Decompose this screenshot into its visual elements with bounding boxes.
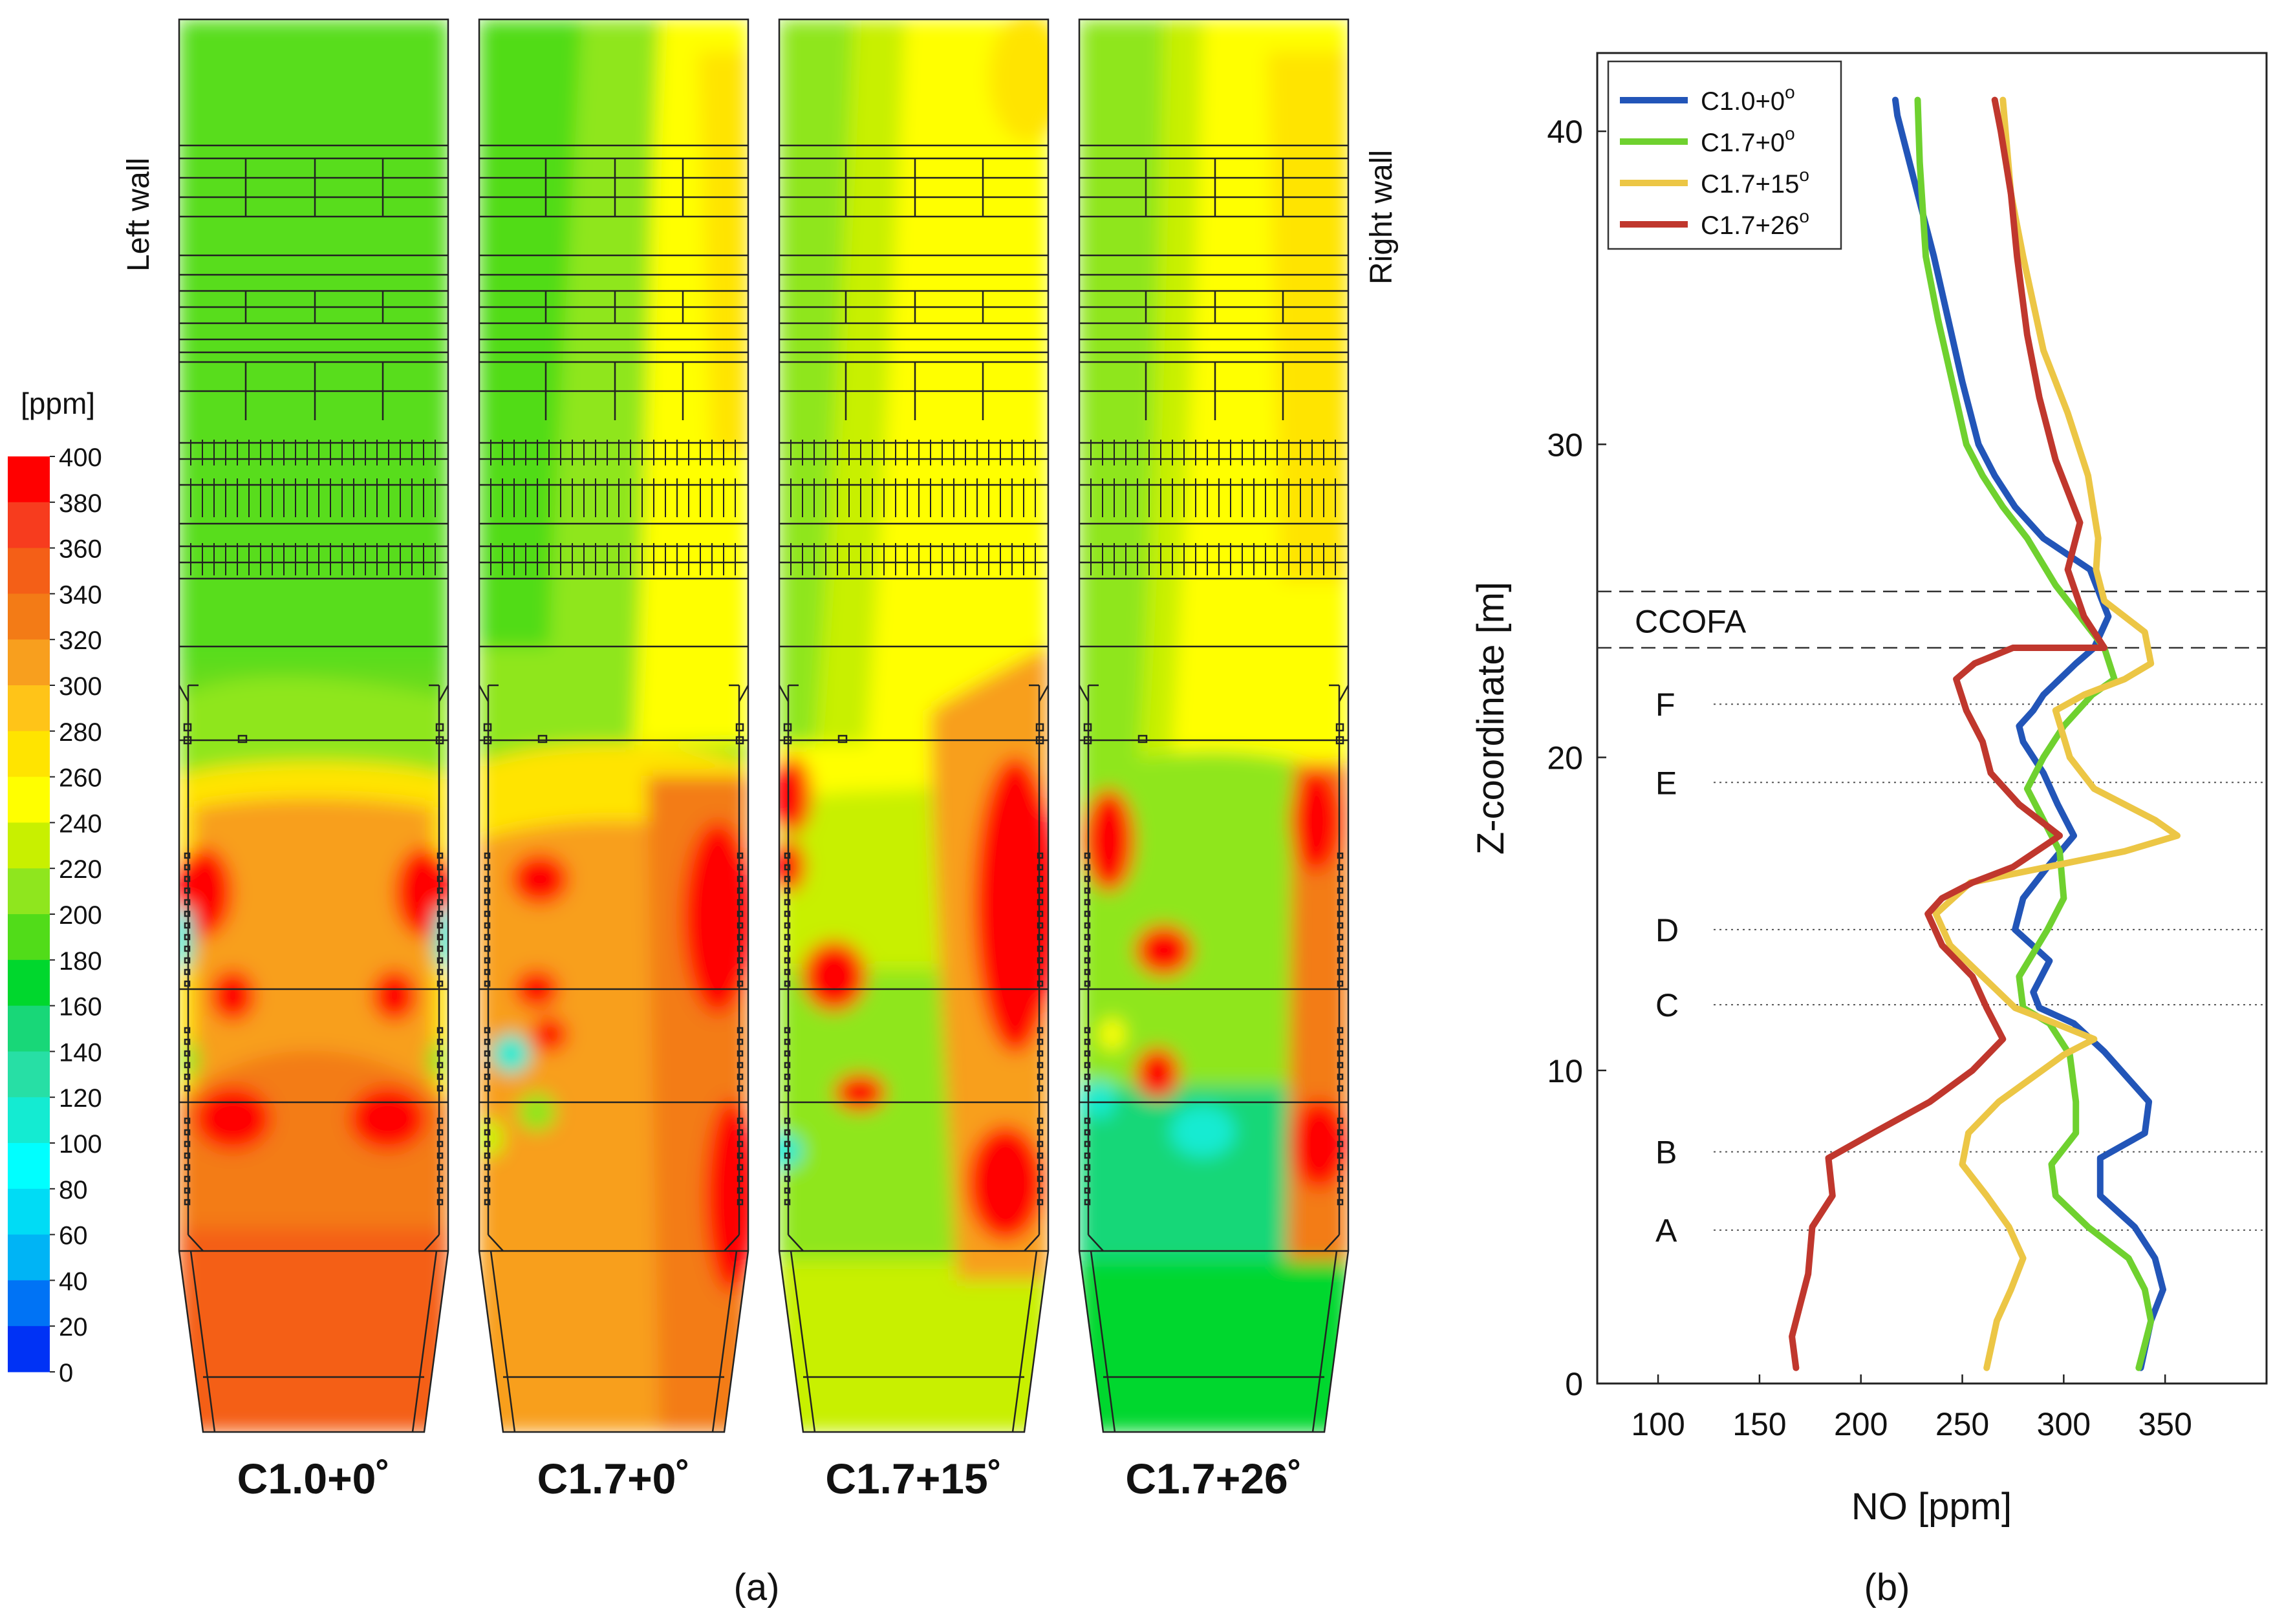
colorbar-tick-label: 180 [59,947,102,976]
x-tick-label: 150 [1732,1406,1786,1442]
colorbar-cell [8,776,50,823]
colorbar-tick-label: 100 [59,1130,102,1159]
colorbar-cell [8,1234,50,1281]
colorbar-tick-label: 60 [59,1222,88,1250]
y-axis-label: Z-coordinate [m] [1470,582,1512,855]
case-label-3: C1.7+15˚ [825,1455,1002,1502]
colorbar-cell [8,1188,50,1235]
colorbar-tick-label: 40 [59,1267,88,1296]
colorbar-tick-label: 260 [59,764,102,793]
burner-level-label: F [1655,687,1675,723]
colorbar-cells [8,456,50,1373]
x-tick-label: 250 [1935,1406,1989,1442]
colorbar-tick-label: 240 [59,809,102,838]
series-layer [1789,96,2181,1371]
series-line-3 [1932,96,2181,1371]
furnace-panel-2 [479,19,757,1432]
colorbar-tick-label: 80 [59,1176,88,1204]
colorbar-tick-label: 140 [59,1038,102,1067]
y-tick-label: 10 [1547,1053,1583,1089]
furnace-panel-1 [175,19,453,1432]
colorbar-tick-label: 200 [59,901,102,930]
colorbar-cell [8,685,50,732]
burner-level-label: B [1655,1135,1677,1171]
y-tick-label: 0 [1565,1366,1583,1402]
colorbar: [ppm] 4003803603403203002802602402202001… [8,387,102,1387]
panel-a-caption: (a) [734,1566,780,1608]
series-line-2 [1914,96,2155,1371]
colorbar-unit: [ppm] [21,387,95,420]
colorbar-cell [8,1005,50,1052]
colorbar-cell [8,731,50,778]
colorbar-cell [8,1097,50,1144]
burner-level-label: D [1655,912,1679,948]
legend-entry: C1.7+15o [1701,165,1809,198]
legend: C1.0+0o C1.7+0o C1.7+15o C1.7+26o [1607,60,1842,250]
colorbar-cell [8,593,50,640]
colorbar-tick-label: 280 [59,718,102,747]
y-tick-label: 20 [1547,740,1583,776]
colorbar-tick-label: 400 [59,443,102,472]
colorbar-tick-label: 160 [59,993,102,1021]
colorbar-cell [8,959,50,1007]
colorbar-ticks: 4003803603403203002802602402202001801601… [50,443,102,1387]
burner-level-label: A [1655,1213,1677,1249]
plot-frame [1596,52,2268,1385]
left-wall-label: Left wall [122,158,156,272]
colorbar-tick-label: 120 [59,1084,102,1113]
colorbar-cell [8,1326,50,1373]
panel-b-caption: (b) [1864,1566,1910,1608]
series-line-4 [1789,96,2108,1371]
legend-entry: C1.7+0o [1701,123,1795,157]
line-chart: CCOFA F E D C B A 100 150 200 250 300 350 0 10 20 30 4… [1470,52,2268,1608]
colorbar-cell [8,639,50,686]
colorbar-cell [8,1051,50,1098]
case-label-4: C1.7+26˚ [1125,1455,1302,1502]
x-tick-label: 200 [1834,1406,1888,1442]
right-wall-label: Right wall [1364,150,1399,284]
furnace-panel-3 [770,13,1067,1432]
case-label-2: C1.7+0˚ [537,1455,691,1502]
colorbar-cell [8,914,50,961]
x-axis-label: NO [ppm] [1851,1486,2012,1528]
ccofa-label: CCOFA [1635,603,1747,639]
colorbar-tick-label: 360 [59,535,102,564]
legend-entry: C1.0+0o [1701,82,1795,116]
colorbar-cell [8,548,50,594]
x-tick-label: 100 [1631,1406,1685,1442]
legend-entry: C1.7+26o [1701,206,1809,240]
colorbar-tick-label: 340 [59,581,102,609]
burner-level-lines: F E D C B A [1655,687,2267,1249]
case-label-1: C1.0+0˚ [237,1455,391,1502]
colorbar-tick-label: 220 [59,855,102,884]
series-line-1 [1892,96,2166,1371]
y-tick-label: 30 [1547,427,1583,463]
y-tick-label: 40 [1547,114,1583,150]
x-tick-label: 300 [2037,1406,2091,1442]
colorbar-cell [8,456,50,503]
colorbar-cell [8,1143,50,1190]
colorbar-cell [8,868,50,915]
colorbar-tick-label: 380 [59,489,102,518]
colorbar-tick-label: 20 [59,1313,88,1341]
burner-level-label: C [1655,987,1679,1023]
colorbar-cell [8,822,50,869]
colorbar-tick-label: 300 [59,672,102,701]
x-axis-ticks: 100 150 200 250 300 350 [1631,1374,2192,1442]
furnace-panel-4 [1079,19,1348,1432]
x-tick-label: 350 [2138,1406,2192,1442]
colorbar-cell [8,1280,50,1327]
colorbar-cell [8,502,50,549]
colorbar-tick-label: 0 [59,1359,73,1387]
legend-box [1607,60,1842,250]
burner-level-label: E [1655,765,1677,801]
ccofa-band: CCOFA [1597,590,2267,649]
y-axis-ticks: 0 10 20 30 40 [1547,114,1606,1402]
colorbar-tick-label: 320 [59,626,102,655]
